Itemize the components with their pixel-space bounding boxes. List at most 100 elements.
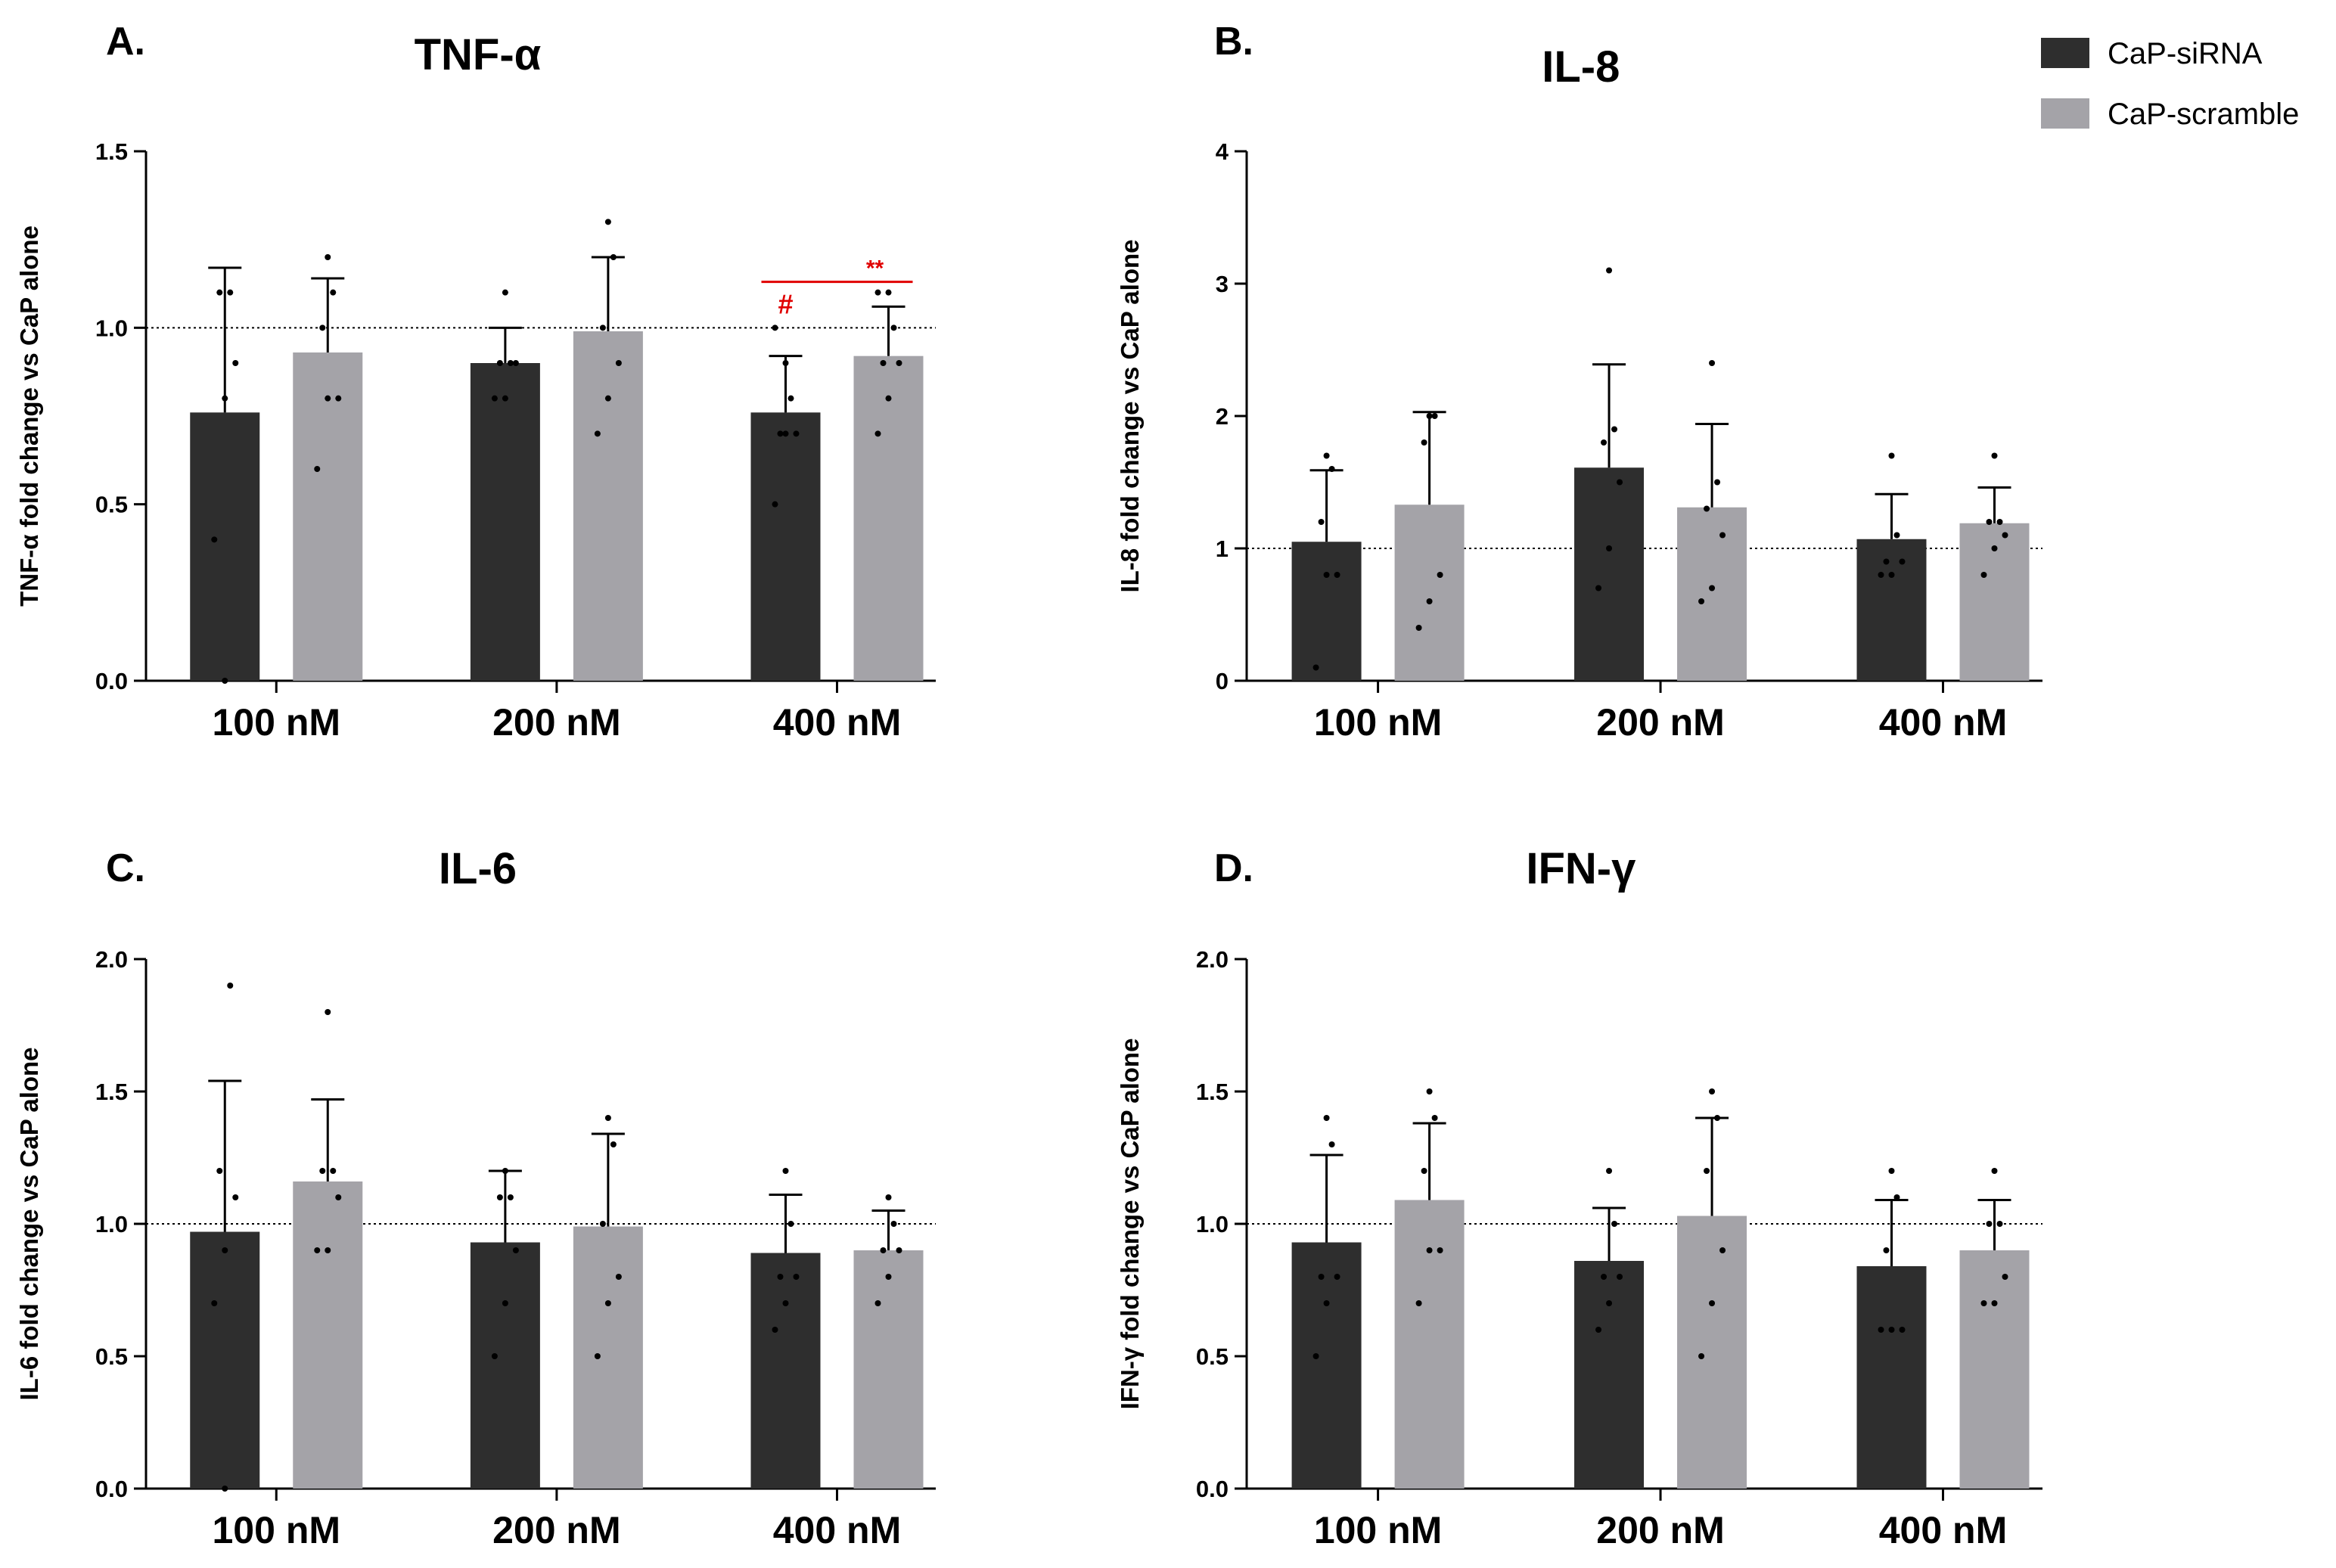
- bar-cap-scramble: [1394, 505, 1465, 681]
- data-point: [1878, 572, 1884, 578]
- data-point: [1986, 519, 1993, 525]
- y-tick-label: 0.0: [1196, 1476, 1229, 1502]
- data-point: [330, 1168, 337, 1174]
- data-point: [604, 1300, 611, 1306]
- data-point: [222, 1486, 228, 1492]
- data-point: [1601, 439, 1608, 446]
- y-tick-label: 2.0: [95, 946, 128, 973]
- y-tick-label: 1.0: [1196, 1211, 1229, 1237]
- data-point: [216, 1168, 223, 1174]
- data-point: [227, 289, 234, 296]
- data-point: [1426, 1088, 1433, 1094]
- data-point: [1980, 572, 1987, 578]
- data-point: [1415, 625, 1422, 631]
- data-point: [604, 219, 611, 225]
- data-point: [1426, 1247, 1433, 1253]
- bar-cap-sirna: [1574, 467, 1645, 681]
- data-point: [491, 395, 498, 402]
- data-point: [874, 289, 881, 296]
- data-point: [1709, 1300, 1716, 1306]
- data-point: [885, 1194, 892, 1200]
- data-point: [1996, 1221, 2003, 1227]
- bar-cap-sirna: [1291, 1242, 1362, 1489]
- data-point: [211, 1300, 218, 1306]
- data-point: [1996, 519, 2003, 525]
- data-point: [1334, 1274, 1340, 1280]
- data-point: [1883, 558, 1890, 565]
- data-point: [319, 1168, 326, 1174]
- data-point: [1426, 598, 1433, 604]
- data-point: [1714, 479, 1721, 486]
- data-point: [1323, 1300, 1330, 1306]
- y-axis-label: IL-8 fold change vs CaP alone: [1116, 239, 1144, 592]
- data-point: [1991, 1168, 1998, 1174]
- y-axis-label: IFN-γ fold change vs CaP alone: [1116, 1039, 1144, 1410]
- data-point: [491, 1353, 498, 1359]
- data-point: [1426, 413, 1433, 419]
- data-point: [1888, 572, 1895, 578]
- data-point: [1991, 1300, 1998, 1306]
- data-point: [604, 395, 611, 402]
- bar-cap-scramble: [293, 1181, 363, 1489]
- y-tick-label: 0.5: [95, 492, 128, 518]
- data-point: [772, 324, 778, 331]
- x-tick-label: 400 nM: [773, 701, 902, 744]
- data-point: [216, 289, 223, 296]
- data-point: [2002, 532, 2008, 539]
- data-point: [335, 1194, 342, 1200]
- x-tick-label: 400 nM: [773, 1509, 902, 1551]
- bar-cap-sirna: [1856, 539, 1927, 681]
- y-tick-label: 0.5: [95, 1343, 128, 1370]
- y-tick-label: 1.5: [95, 138, 128, 165]
- x-tick-label: 100 nM: [1314, 1509, 1443, 1551]
- data-point: [1709, 360, 1716, 366]
- x-tick-label: 200 nM: [1596, 701, 1725, 744]
- data-point: [1431, 413, 1438, 419]
- data-point: [594, 1353, 601, 1359]
- data-point: [1611, 1221, 1618, 1227]
- data-point: [1899, 558, 1906, 565]
- data-point: [1714, 1115, 1721, 1121]
- data-point: [777, 1274, 784, 1280]
- x-tick-label: 100 nM: [213, 1509, 341, 1551]
- data-point: [502, 395, 508, 402]
- x-tick-label: 400 nM: [1879, 1509, 2008, 1551]
- data-point: [1611, 426, 1618, 433]
- legend-swatch: [2041, 38, 2089, 68]
- bar-cap-sirna: [190, 1231, 260, 1489]
- y-tick-label: 0.0: [95, 1476, 128, 1502]
- data-point: [1601, 1274, 1608, 1280]
- data-point: [512, 1247, 519, 1253]
- data-point: [502, 1168, 508, 1174]
- legend-label: CaP-scramble: [2108, 98, 2299, 131]
- panel-letter: B.: [1214, 20, 1253, 64]
- data-point: [880, 1247, 887, 1253]
- data-point: [1431, 1115, 1438, 1121]
- y-tick-label: 4: [1216, 138, 1229, 165]
- data-point: [1606, 267, 1613, 274]
- bar-cap-sirna: [1291, 542, 1362, 681]
- data-point: [1893, 532, 1900, 539]
- x-tick-label: 100 nM: [213, 701, 341, 744]
- data-point: [599, 324, 606, 331]
- data-point: [1986, 1221, 1993, 1227]
- y-axis-label: IL-6 fold change vs CaP alone: [15, 1047, 43, 1400]
- data-point: [1437, 572, 1443, 578]
- significance-marker: #: [778, 289, 793, 320]
- y-axis-label: TNF-α fold change vs CaP alone: [15, 225, 43, 607]
- data-point: [1437, 1247, 1443, 1253]
- data-point: [604, 1115, 611, 1121]
- panel-letter: D.: [1214, 846, 1253, 890]
- data-point: [211, 536, 218, 543]
- data-point: [1709, 1088, 1716, 1094]
- y-tick-label: 1.5: [1196, 1079, 1229, 1105]
- data-point: [782, 1168, 789, 1174]
- data-point: [1888, 1327, 1895, 1333]
- bar-cap-scramble: [293, 352, 363, 681]
- significance-marker: **: [866, 256, 884, 281]
- data-point: [1312, 1353, 1319, 1359]
- data-point: [1617, 1274, 1623, 1280]
- data-point: [1318, 1274, 1325, 1280]
- bar-cap-scramble: [1394, 1200, 1465, 1489]
- bar-cap-scramble: [853, 1250, 924, 1489]
